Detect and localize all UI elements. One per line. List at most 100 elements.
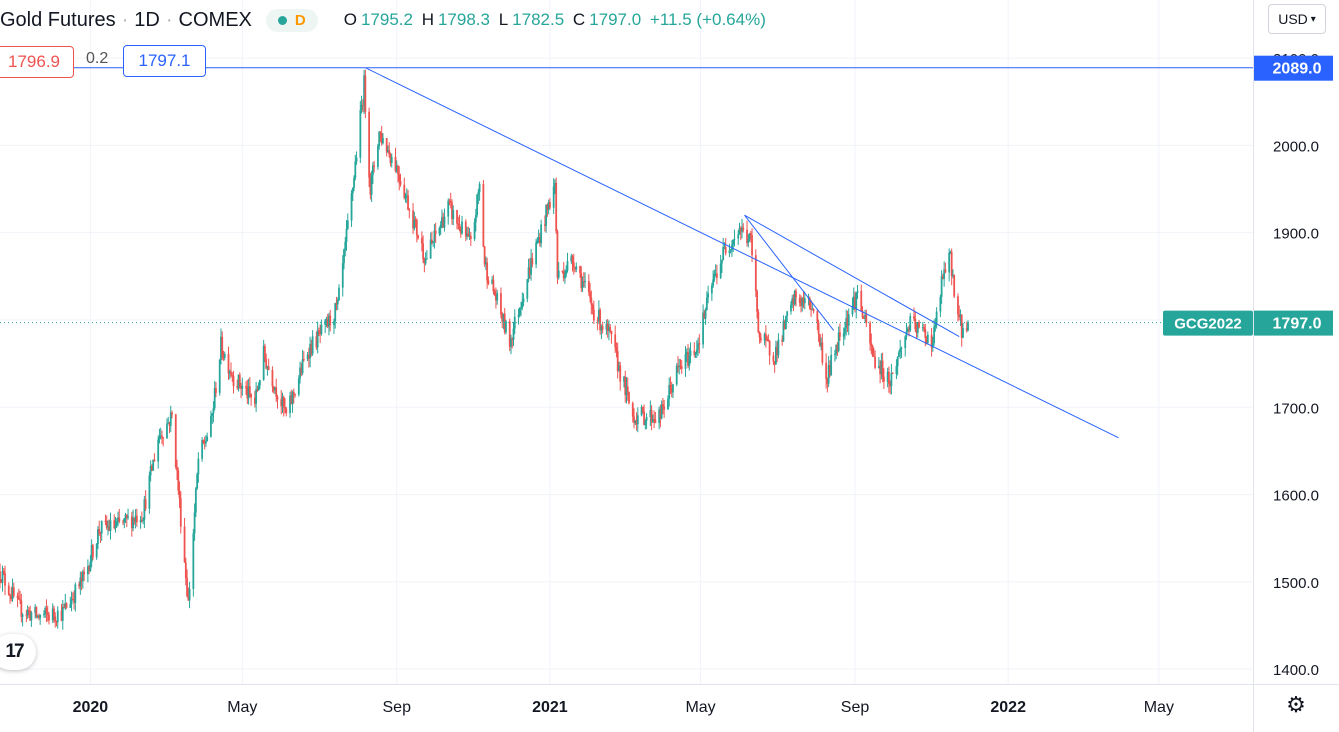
candle-body — [500, 293, 502, 315]
legend-separator: · — [121, 8, 129, 31]
candle-body — [508, 321, 511, 347]
candle-body — [169, 412, 172, 426]
candle-body — [811, 309, 814, 311]
candle-body — [800, 303, 802, 306]
candle-body — [518, 307, 521, 315]
candle-body — [564, 274, 566, 279]
candle-body — [864, 314, 866, 319]
candle-body — [257, 385, 260, 391]
candle-body — [353, 177, 355, 188]
candle-body — [820, 342, 823, 346]
candle-body — [449, 200, 452, 203]
candle-body — [703, 312, 706, 319]
candle-body — [448, 200, 451, 202]
candle-body — [651, 419, 654, 423]
candle-body — [350, 193, 353, 221]
candle-body — [906, 328, 909, 332]
sell-button[interactable]: 1796.9 — [0, 46, 74, 78]
candle-body — [782, 321, 785, 342]
candle-body — [246, 388, 249, 399]
gear-icon[interactable]: ⚙ — [1286, 692, 1306, 717]
candle-body — [48, 614, 50, 621]
candle-body — [38, 615, 40, 618]
candle-body — [777, 339, 780, 356]
candle-body — [236, 386, 239, 388]
candle-body — [772, 355, 775, 362]
candle-body — [791, 298, 794, 305]
candle-body — [325, 319, 328, 321]
candle-body — [854, 296, 856, 309]
candle-body — [483, 246, 486, 265]
currency-dropdown[interactable]: USD ▾ — [1268, 4, 1326, 34]
candle-body — [738, 227, 741, 235]
candle-body — [456, 209, 458, 224]
candle-body — [549, 201, 551, 208]
candle-body — [538, 237, 541, 244]
candle-body — [39, 614, 42, 618]
candle-body — [370, 175, 373, 195]
candle-body — [420, 238, 423, 244]
candle-body — [846, 317, 849, 326]
candle-body — [213, 388, 216, 409]
candle-body — [697, 343, 699, 350]
candle-body — [793, 290, 796, 305]
candle-body — [99, 532, 102, 534]
candle-body — [174, 414, 177, 467]
candle-body — [933, 327, 936, 344]
candle-body — [285, 408, 288, 414]
candle-body — [266, 366, 269, 369]
candle-body — [124, 514, 127, 519]
candle-body — [105, 520, 108, 528]
candle-body — [466, 233, 468, 237]
candle-body — [429, 239, 432, 259]
candle-body — [74, 584, 77, 604]
candle-body — [301, 359, 304, 374]
candle-body — [953, 275, 956, 297]
candle-body — [528, 267, 531, 275]
candle-body — [188, 588, 191, 601]
candle-body — [168, 422, 171, 426]
candle-body — [315, 336, 318, 348]
candle-body — [114, 525, 117, 529]
candle-body — [677, 365, 679, 368]
tradingview-logo[interactable]: 17 — [0, 634, 36, 670]
buy-button[interactable]: 1797.1 — [123, 45, 206, 77]
candle-body — [865, 314, 868, 323]
market-status-pill[interactable]: D — [265, 8, 318, 32]
candle-body — [430, 239, 433, 243]
candle-body — [729, 249, 732, 251]
candle-body — [299, 367, 301, 379]
candle-body — [678, 365, 681, 368]
candle-body — [294, 394, 296, 396]
candle-body — [289, 395, 291, 414]
candle-body — [554, 182, 556, 187]
interval-label[interactable]: 1D — [134, 8, 160, 31]
candle-body — [668, 385, 671, 400]
candle-body — [359, 110, 362, 158]
candle-body — [139, 519, 142, 523]
candle-body — [496, 293, 499, 301]
candle-body — [624, 376, 627, 395]
candle-body — [380, 133, 383, 144]
candle-body — [311, 336, 314, 354]
candle-body — [693, 350, 696, 355]
x-tick-label: 2021 — [532, 699, 568, 716]
candle-body — [861, 310, 864, 318]
candle-body — [262, 345, 265, 380]
candle-body — [798, 297, 801, 304]
candle-body — [108, 526, 111, 531]
candle-body — [405, 195, 408, 197]
candle-body — [395, 165, 398, 172]
candle-body — [877, 366, 880, 368]
candle-body — [821, 342, 824, 363]
candle-body — [941, 276, 944, 279]
candle-body — [491, 279, 494, 284]
candle-body — [581, 281, 584, 289]
candle-body — [300, 367, 303, 374]
candle-body — [201, 440, 204, 459]
candle-body — [915, 329, 918, 333]
candle-body — [705, 297, 708, 311]
candle-body — [434, 230, 437, 234]
candle-body — [159, 435, 162, 437]
